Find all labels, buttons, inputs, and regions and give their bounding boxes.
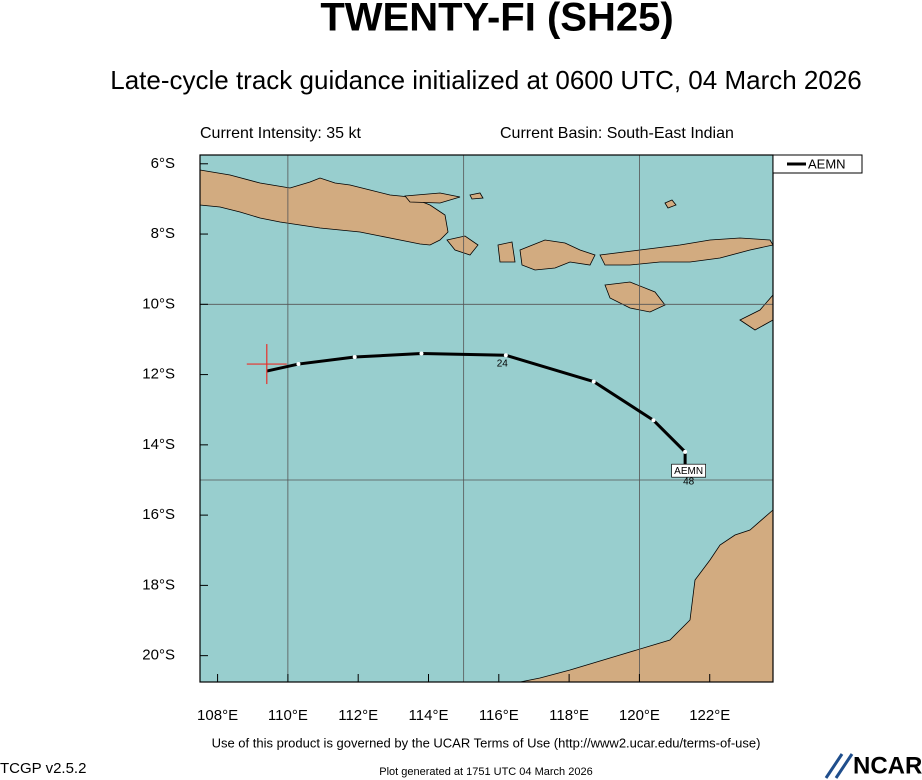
legend-box (772, 154, 863, 174)
logo: NCAR (824, 752, 922, 779)
legend: AEMN (772, 154, 863, 174)
point-label: AEMN (674, 466, 703, 477)
logo-stroke (824, 753, 844, 779)
y-tick-label: 16°S (142, 506, 175, 523)
subtitle: Late-cycle track guidance initialized at… (110, 65, 862, 95)
intensity: Current Intensity: 35 kt (200, 125, 362, 142)
x-tick-label: 116°E (479, 707, 519, 724)
y-tick-label: 20°S (142, 647, 175, 664)
label-box (671, 463, 706, 478)
y-tick-label: 18°S (142, 576, 175, 593)
x-tick-label: 112°E (338, 707, 378, 724)
track-point (651, 418, 656, 423)
generated: Plot generated at 1751 UTC 04 March 2026 (379, 766, 592, 778)
x-tick-label: 122°E (689, 707, 730, 724)
track-point (419, 351, 424, 356)
track-point (591, 379, 596, 384)
plot-frame (199, 154, 774, 683)
x-tick-label: 110°E (268, 707, 308, 724)
track-point (352, 355, 357, 360)
track-point (296, 362, 301, 367)
x-tick-label: 118°E (549, 707, 589, 724)
ocean (200, 155, 773, 682)
logo-text: NCAR (853, 752, 922, 779)
point-label: 24 (497, 359, 509, 370)
title: TWENTY-FI (SH25) (320, 0, 673, 40)
y-tick-label: 10°S (142, 295, 175, 312)
y-tick-label: 8°S (151, 225, 175, 242)
version: TCGP v2.5.2 (0, 760, 86, 777)
terms: Use of this product is governed by the U… (212, 735, 761, 750)
y-tick-label: 14°S (142, 436, 175, 453)
logo-stroke (834, 753, 854, 779)
x-tick-label: 114°E (409, 707, 449, 724)
point-label: 48 (683, 476, 695, 487)
legend-label: AEMN (808, 156, 846, 171)
y-tick-label: 12°S (142, 366, 175, 383)
track-point (503, 353, 508, 358)
land (199, 169, 774, 683)
x-tick-label: 108°E (197, 707, 238, 724)
track-point (683, 449, 688, 454)
x-tick-label: 120°E (619, 707, 660, 724)
basin: Current Basin: South-East Indian (500, 125, 734, 142)
y-tick-label: 6°S (151, 155, 175, 172)
